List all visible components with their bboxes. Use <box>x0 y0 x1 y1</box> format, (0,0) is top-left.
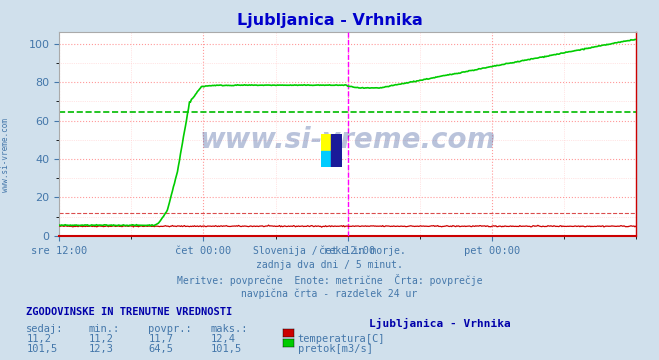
Text: 64,5: 64,5 <box>148 344 173 354</box>
Text: sedaj:: sedaj: <box>26 324 64 334</box>
Text: 12,3: 12,3 <box>89 344 114 354</box>
Text: 11,2: 11,2 <box>26 334 51 344</box>
Bar <box>331 134 342 167</box>
Text: www.si-vreme.com: www.si-vreme.com <box>1 118 10 192</box>
Bar <box>321 151 331 167</box>
Text: zadnja dva dni / 5 minut.: zadnja dva dni / 5 minut. <box>256 260 403 270</box>
Text: min.:: min.: <box>89 324 120 334</box>
Text: temperatura[C]: temperatura[C] <box>298 334 386 344</box>
Text: Meritve: povprečne  Enote: metrične  Črta: povprečje: Meritve: povprečne Enote: metrične Črta:… <box>177 274 482 286</box>
Text: Ljubljanica - Vrhnika: Ljubljanica - Vrhnika <box>369 318 511 329</box>
Text: www.si-vreme.com: www.si-vreme.com <box>200 126 496 154</box>
Text: Slovenija / reke in morje.: Slovenija / reke in morje. <box>253 246 406 256</box>
Text: navpična črta - razdelek 24 ur: navpična črta - razdelek 24 ur <box>241 289 418 299</box>
Text: maks.:: maks.: <box>211 324 248 334</box>
Text: 11,7: 11,7 <box>148 334 173 344</box>
Text: ZGODOVINSKE IN TRENUTNE VREDNOSTI: ZGODOVINSKE IN TRENUTNE VREDNOSTI <box>26 307 233 317</box>
Bar <box>321 134 331 151</box>
Text: povpr.:: povpr.: <box>148 324 192 334</box>
Text: 101,5: 101,5 <box>211 344 242 354</box>
Text: Ljubljanica - Vrhnika: Ljubljanica - Vrhnika <box>237 13 422 28</box>
Text: 101,5: 101,5 <box>26 344 57 354</box>
Text: 12,4: 12,4 <box>211 334 236 344</box>
Text: pretok[m3/s]: pretok[m3/s] <box>298 344 373 354</box>
Text: 11,2: 11,2 <box>89 334 114 344</box>
